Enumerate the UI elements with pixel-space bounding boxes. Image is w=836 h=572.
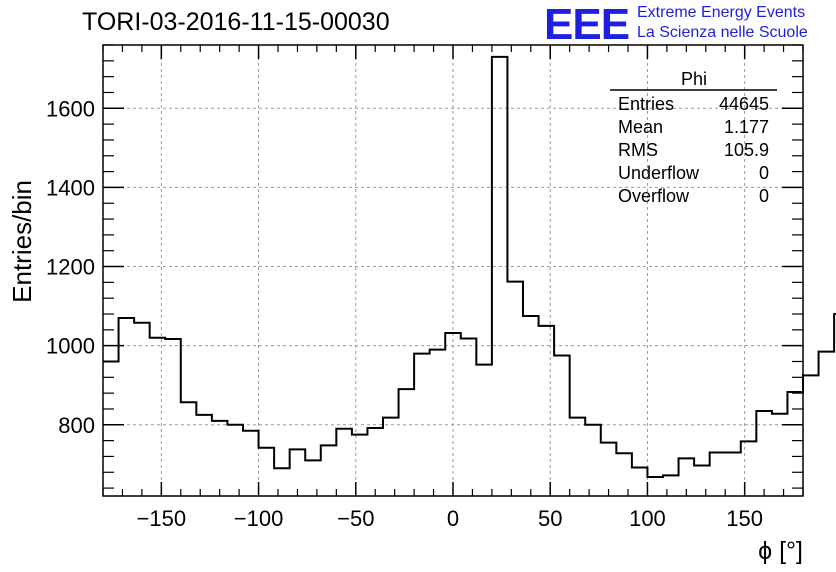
y-axis-label: Entries/bin	[7, 180, 37, 303]
stats-value: 1.177	[724, 117, 769, 137]
tick-labels: −150 −100 −50 0 50 100 150 800 1000 1200 1400 1600	[46, 96, 763, 531]
x-tick-label: 100	[629, 506, 666, 531]
stats-label: Overflow	[618, 186, 690, 206]
y-tick-label: 1600	[46, 96, 95, 121]
logo-line-2: La Scienza nelle Scuole	[637, 24, 808, 41]
axis-ticks	[102, 44, 804, 496]
stats-box: Phi Entries 44645 Mean 1.177 RMS 105.9 Underfl…	[610, 69, 777, 206]
stats-label: Underflow	[618, 163, 700, 183]
x-axis-label: ϕ [°]	[758, 537, 803, 565]
logo-line-1: Extreme Energy Events	[637, 4, 806, 21]
y-tick-label: 1000	[46, 334, 95, 359]
eee-logo: EEE	[544, 0, 630, 49]
stats-value: 105.9	[724, 140, 769, 160]
histogram-series	[103, 55, 836, 479]
x-tick-label: 50	[538, 506, 562, 531]
x-tick-label: −50	[337, 506, 374, 531]
y-tick-label: 1200	[46, 255, 95, 280]
stats-value: 0	[759, 163, 769, 183]
grid-lines	[103, 45, 803, 496]
x-tick-label: 0	[447, 506, 459, 531]
stats-value: 44645	[719, 94, 769, 114]
x-tick-label: 150	[726, 506, 763, 531]
stats-title: Phi	[681, 69, 707, 89]
x-tick-label: −150	[137, 506, 187, 531]
chart-title: TORI-03-2016-11-15-00030	[82, 8, 390, 36]
stats-value: 0	[759, 186, 769, 206]
stats-label: Entries	[618, 94, 674, 114]
y-tick-label: 1400	[46, 175, 95, 200]
x-tick-label: −100	[234, 506, 284, 531]
y-tick-label: 800	[58, 413, 95, 438]
stats-label: RMS	[618, 140, 658, 160]
stats-label: Mean	[618, 117, 663, 137]
